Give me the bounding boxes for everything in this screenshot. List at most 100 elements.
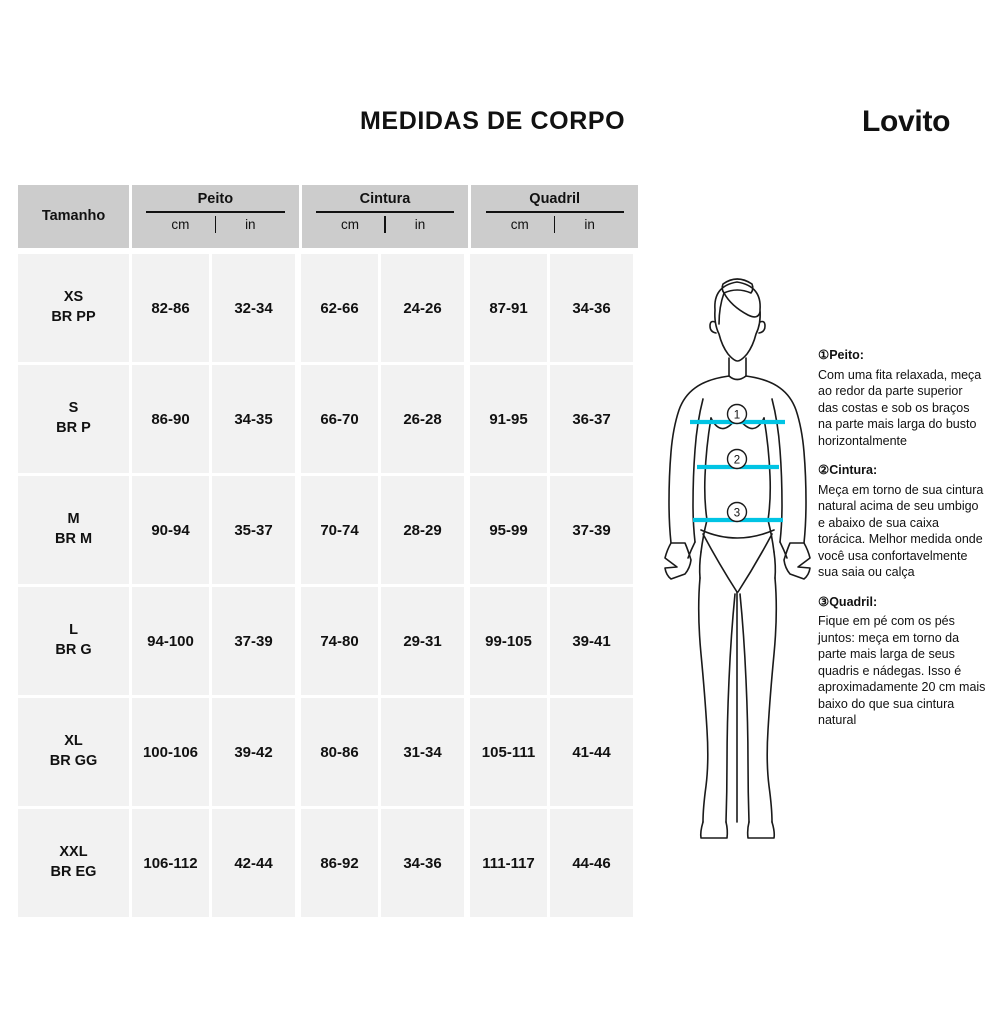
header-units-peito: cm in	[146, 215, 284, 233]
cell-peito-cm: 100-106	[132, 698, 209, 806]
header-group-peito-label: Peito	[197, 191, 234, 207]
cell-cintura-in: 28-29	[381, 476, 464, 584]
cell-size-label: M BR M	[18, 476, 129, 584]
marker-circle-2	[726, 448, 748, 470]
cell-cintura-cm: 70-74	[301, 476, 378, 584]
cell-cintura-cm: 86-92	[301, 809, 378, 917]
instruction-block: ③Quadril: Fique em pé com os pés juntos: …	[818, 595, 986, 729]
cell-size-label: S BR P	[18, 365, 129, 473]
instruction-heading: ①Peito:	[818, 348, 864, 362]
table-row: XS BR PP 82-86 32-34 62-66 24-26 87-91 34-36	[18, 254, 638, 362]
cell-cintura-in: 34-36	[381, 809, 464, 917]
size-br-code: BR M	[54, 531, 93, 547]
table-header-row: Tamanho Peito cm in Cintura cm in	[18, 185, 639, 248]
cell-cintura-in: 31-34	[381, 698, 464, 806]
table-row: L BR G 94-100 37-39 74-80 29-31 99-105 39-41	[18, 587, 638, 695]
cell-quadril-cm: 99-105	[470, 587, 547, 695]
instructions-panel: ①Peito: Com uma fita relaxada, meça ao re…	[818, 348, 986, 743]
cell-peito-cm: 90-94	[132, 476, 209, 584]
instruction-heading: ②Cintura:	[818, 463, 878, 478]
cell-quadril-in: 34-36	[550, 254, 633, 362]
header-units-cintura: cm in	[316, 215, 454, 233]
header-group-quadril-label: Quadril	[529, 191, 581, 207]
cell-peito-in: 32-34	[212, 254, 295, 362]
cell-quadril-cm: 91-95	[470, 365, 547, 473]
size-code: XXL	[59, 844, 88, 861]
header-cell-size: Tamanho	[18, 185, 129, 248]
instruction-text: Meça em torno de sua cintura natural aci…	[818, 482, 984, 580]
marker-label-1: 1	[734, 410, 740, 422]
header-group-quadril: Quadril cm in	[471, 185, 639, 248]
header-group-cintura-label: Cintura	[359, 191, 411, 207]
cell-peito-in: 34-35	[212, 365, 295, 473]
marker-label-2: 2	[734, 455, 740, 467]
table-row: S BR P 86-90 34-35 66-70 26-28 91-95 36-37	[18, 365, 638, 473]
measurements-table: Tamanho Peito cm in Cintura cm in	[18, 185, 639, 917]
cell-peito-in: 39-42	[212, 698, 295, 806]
cell-quadril-cm: 87-91	[470, 254, 547, 362]
cell-peito-cm: 82-86	[132, 254, 209, 362]
cell-size-label: XS BR PP	[18, 254, 129, 362]
instruction-block: ①Peito: Com uma fita relaxada, meça ao re…	[818, 348, 986, 449]
size-br-code: BR GG	[49, 753, 98, 769]
instruction-text: Com uma fita relaxada, meça ao redor da …	[818, 367, 982, 448]
size-br-code: BR P	[56, 420, 91, 436]
header-unit-peito-cm: cm	[171, 216, 190, 232]
marker-circle-1	[726, 403, 748, 425]
cell-quadril-in: 44-46	[550, 809, 633, 917]
cell-size-label: XL BR GG	[18, 698, 129, 806]
header-divider	[315, 211, 455, 213]
cell-peito-cm: 94-100	[132, 587, 209, 695]
unit-separator	[384, 215, 386, 233]
cell-quadril-cm: 111-117	[470, 809, 547, 917]
header-divider	[485, 211, 624, 213]
table-row: M BR M 90-94 35-37 70-74 28-29 95-99 37-39	[18, 476, 638, 584]
page-title: MEDIDAS DE CORPO	[360, 107, 626, 135]
marker-circle-3	[726, 501, 748, 523]
instruction-block: ②Cintura: Meça em torno de sua cintura na…	[818, 463, 986, 581]
size-code: S	[68, 400, 79, 417]
instruction-heading: ③Quadril:	[818, 594, 878, 609]
cell-cintura-cm: 80-86	[301, 698, 378, 806]
brand-logo: Lovito	[862, 105, 951, 138]
table-row: XXL BR EG 106-112 42-44 86-92 34-36 111-117 44-…	[18, 809, 638, 917]
header-units-quadril: cm in	[486, 215, 624, 233]
cell-quadril-cm: 95-99	[470, 476, 547, 584]
unit-separator	[553, 215, 556, 233]
cell-quadril-in: 41-44	[550, 698, 633, 806]
marker-label-3: 3	[734, 508, 740, 520]
cell-quadril-in: 37-39	[550, 476, 633, 584]
cell-peito-cm: 106-112	[132, 809, 209, 917]
table-row: XL BR GG 100-106 39-42 80-86 31-34 105-111 41-4…	[18, 698, 638, 806]
cell-cintura-in: 26-28	[381, 365, 464, 473]
instruction-text: Fique em pé com os pés juntos: meça em t…	[818, 614, 986, 728]
size-code: XL	[64, 733, 83, 750]
header-group-cintura: Cintura cm in	[301, 185, 469, 248]
table-body: XS BR PP 82-86 32-34 62-66 24-26 87-91 34-36 S BR…	[18, 254, 638, 917]
unit-separator	[214, 215, 217, 233]
header-divider	[146, 211, 285, 213]
header-unit-cintura-in: in	[414, 216, 426, 232]
cell-size-label: L BR G	[18, 587, 129, 695]
cell-peito-in: 37-39	[212, 587, 295, 695]
cell-peito-in: 42-44	[212, 809, 295, 917]
cell-cintura-in: 24-26	[381, 254, 464, 362]
header-unit-quadril-cm: cm	[510, 216, 529, 232]
size-code: XS	[63, 289, 84, 306]
cell-peito-cm: 86-90	[132, 365, 209, 473]
cell-cintura-cm: 62-66	[301, 254, 378, 362]
cell-cintura-cm: 66-70	[301, 365, 378, 473]
header-unit-peito-in: in	[245, 216, 256, 232]
cell-size-label: XXL BR EG	[18, 809, 129, 917]
header-unit-quadril-in: in	[584, 216, 595, 232]
size-code: M	[67, 511, 80, 528]
body-figure-illustration: 1 2 3	[655, 262, 820, 842]
cell-quadril-in: 39-41	[550, 587, 633, 695]
size-code: L	[69, 622, 78, 639]
cell-cintura-cm: 74-80	[301, 587, 378, 695]
header-unit-cintura-cm: cm	[341, 216, 360, 232]
header-group-peito: Peito cm in	[132, 185, 299, 248]
cell-quadril-in: 36-37	[550, 365, 633, 473]
cell-cintura-in: 29-31	[381, 587, 464, 695]
